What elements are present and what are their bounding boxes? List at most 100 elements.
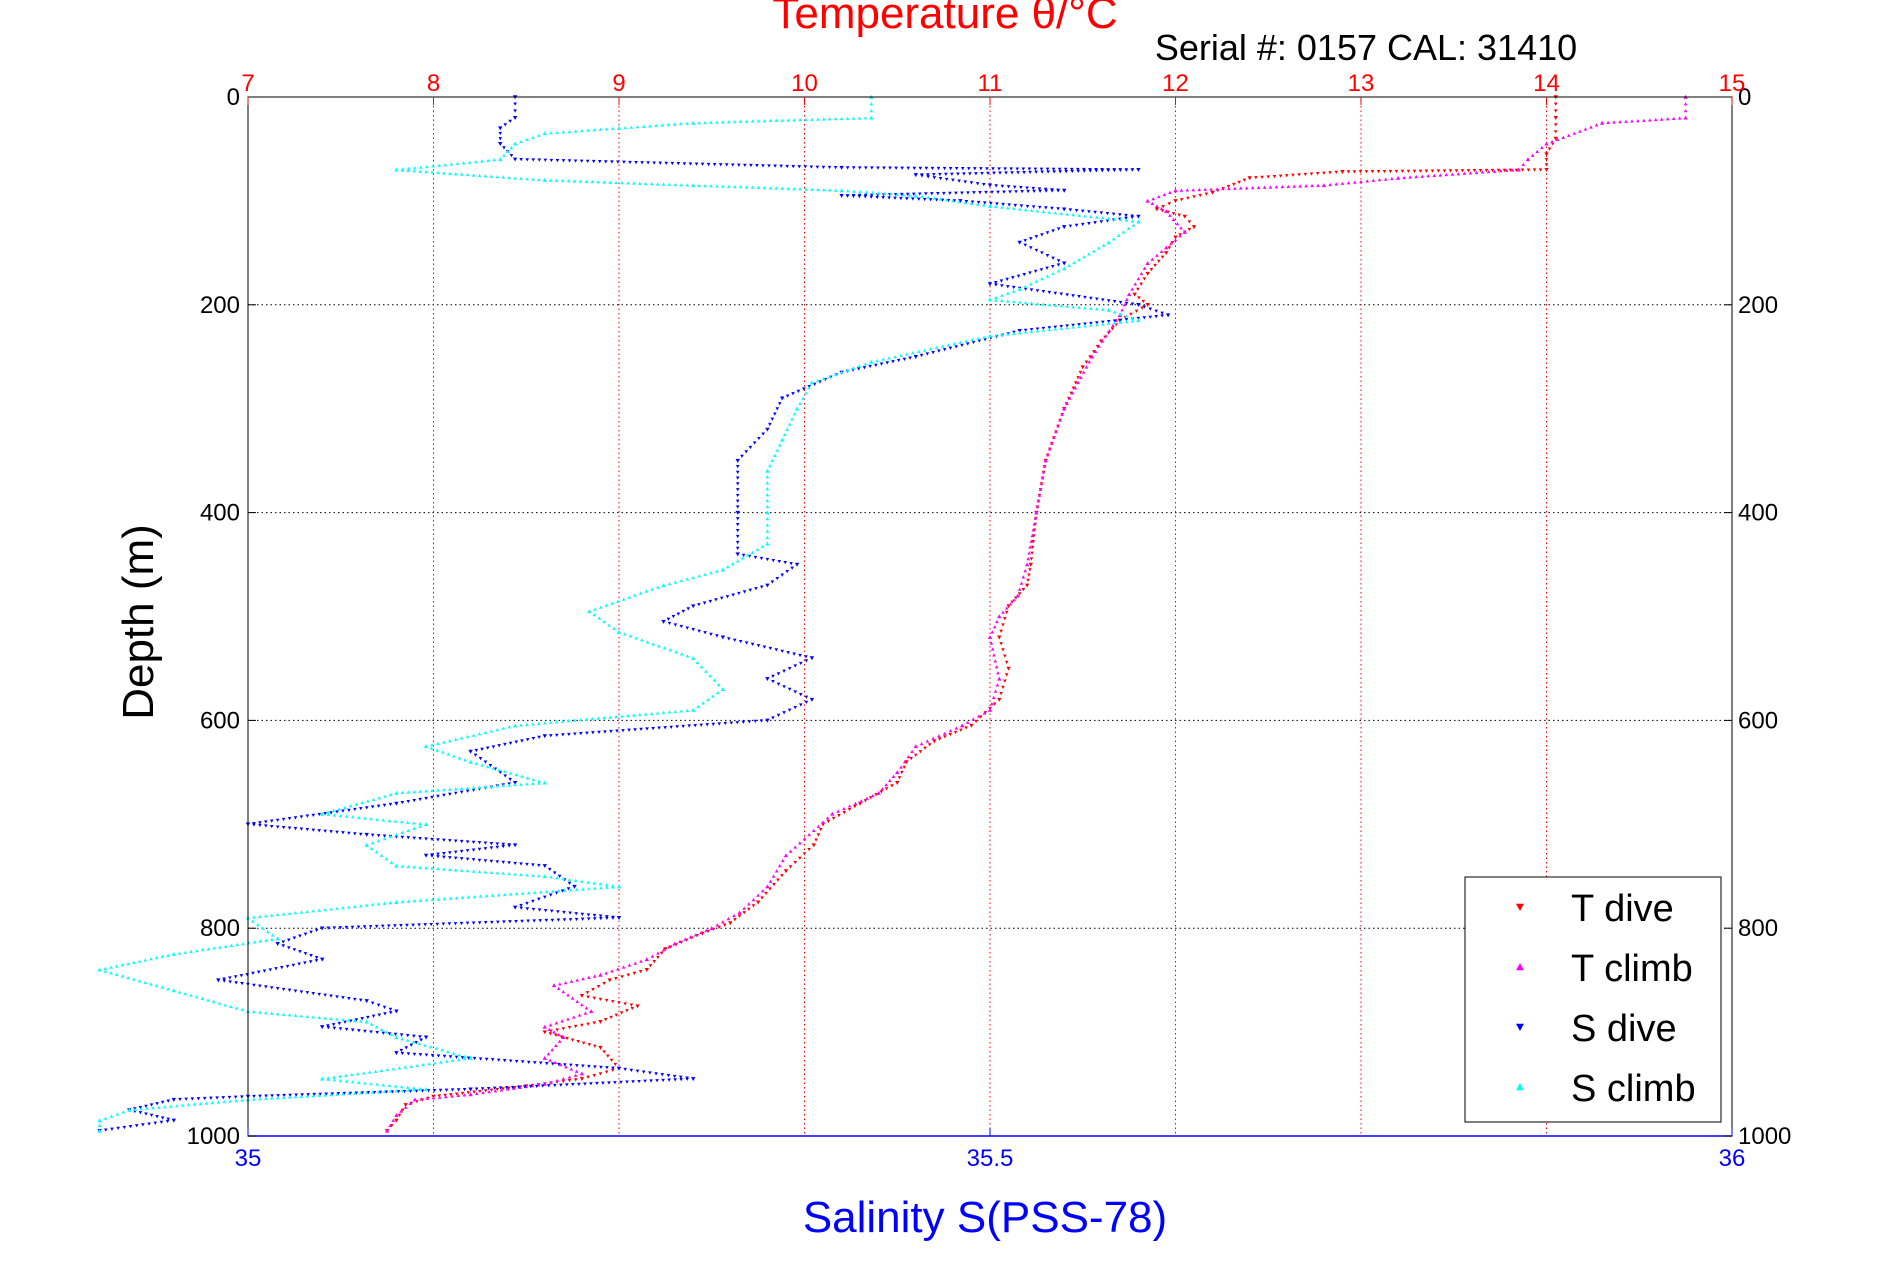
data-point bbox=[1162, 192, 1167, 197]
data-point bbox=[740, 556, 745, 560]
data-point bbox=[206, 947, 211, 951]
data-point bbox=[503, 774, 508, 778]
data-point bbox=[1460, 169, 1465, 173]
data-point bbox=[396, 1090, 401, 1094]
data-point bbox=[880, 787, 885, 791]
data-point bbox=[326, 812, 331, 816]
data-point bbox=[891, 360, 895, 364]
data-point bbox=[282, 1093, 286, 1098]
data-point bbox=[414, 1041, 418, 1045]
data-point bbox=[1035, 289, 1040, 293]
data-point bbox=[715, 184, 719, 188]
data-point bbox=[775, 576, 780, 581]
data-point bbox=[960, 167, 965, 171]
data-point bbox=[364, 999, 369, 1004]
data-point bbox=[1024, 583, 1030, 588]
data-point bbox=[575, 999, 580, 1004]
data-point bbox=[785, 164, 789, 169]
data-point bbox=[621, 729, 625, 733]
data-point bbox=[269, 1096, 274, 1100]
data-point bbox=[777, 864, 782, 868]
data-point bbox=[926, 195, 930, 199]
data-point bbox=[348, 804, 353, 808]
data-point bbox=[1067, 263, 1071, 267]
data-point bbox=[571, 1015, 576, 1019]
data-point bbox=[794, 562, 800, 567]
data-point bbox=[1334, 170, 1339, 175]
data-point bbox=[1011, 289, 1016, 293]
data-point bbox=[712, 162, 717, 167]
data-point bbox=[324, 1092, 329, 1096]
data-point bbox=[147, 1122, 151, 1126]
data-point bbox=[189, 949, 193, 954]
data-point bbox=[442, 851, 446, 856]
data-point bbox=[221, 1096, 226, 1100]
data-point bbox=[1136, 303, 1141, 307]
data-point bbox=[679, 624, 684, 629]
data-point bbox=[630, 1006, 635, 1011]
data-point bbox=[442, 855, 446, 859]
data-point bbox=[1285, 174, 1289, 178]
data-point bbox=[1067, 396, 1072, 400]
data-point bbox=[465, 172, 470, 177]
data-point bbox=[845, 116, 850, 120]
data-point bbox=[1100, 320, 1105, 324]
data-point bbox=[1480, 170, 1485, 174]
data-point bbox=[1068, 208, 1073, 212]
data-point bbox=[579, 1071, 585, 1076]
data-point bbox=[930, 192, 934, 196]
data-point bbox=[498, 1086, 503, 1090]
data-point bbox=[1089, 323, 1093, 327]
data-point bbox=[671, 615, 676, 619]
data-point bbox=[435, 922, 440, 926]
data-point bbox=[1118, 168, 1123, 172]
data-point bbox=[234, 1098, 238, 1103]
data-point bbox=[1083, 322, 1087, 326]
data-point bbox=[625, 1009, 629, 1013]
data-point bbox=[881, 357, 885, 361]
data-point bbox=[103, 1128, 108, 1132]
data-point bbox=[299, 827, 304, 831]
data-point bbox=[448, 1055, 453, 1059]
data-point bbox=[586, 913, 591, 917]
data-point bbox=[839, 165, 844, 170]
data-point bbox=[613, 1062, 618, 1067]
data-point bbox=[358, 1019, 363, 1023]
data-point bbox=[276, 1094, 280, 1098]
data-point bbox=[1023, 284, 1028, 289]
data-point bbox=[738, 185, 743, 189]
depth-tick-label-left: 1000 bbox=[187, 1123, 240, 1150]
data-point bbox=[1106, 319, 1111, 324]
data-point bbox=[604, 603, 609, 607]
data-point bbox=[605, 885, 609, 889]
data-point bbox=[930, 166, 935, 171]
data-point bbox=[561, 1027, 566, 1031]
data-point bbox=[858, 190, 862, 194]
data-point bbox=[982, 201, 987, 205]
data-point bbox=[944, 177, 949, 182]
data-point bbox=[938, 172, 942, 177]
data-point bbox=[580, 1023, 584, 1027]
data-point bbox=[1148, 315, 1153, 319]
data-point bbox=[311, 1015, 316, 1019]
data-point bbox=[1034, 279, 1039, 283]
data-point bbox=[1561, 135, 1565, 139]
data-point bbox=[223, 944, 228, 948]
data-point bbox=[556, 910, 560, 914]
data-point bbox=[477, 732, 482, 736]
data-point bbox=[785, 427, 789, 431]
data-point bbox=[837, 813, 841, 818]
data-point bbox=[297, 962, 301, 966]
data-point bbox=[1210, 190, 1215, 195]
data-point bbox=[768, 422, 772, 427]
data-point bbox=[370, 1090, 375, 1094]
data-point bbox=[768, 186, 773, 190]
data-point bbox=[581, 1064, 585, 1068]
data-point bbox=[456, 1057, 461, 1062]
data-point bbox=[486, 158, 490, 163]
data-point bbox=[1047, 447, 1052, 451]
data-point bbox=[453, 922, 458, 926]
data-point bbox=[592, 1021, 597, 1025]
data-point bbox=[598, 914, 603, 918]
data-point bbox=[614, 976, 618, 981]
